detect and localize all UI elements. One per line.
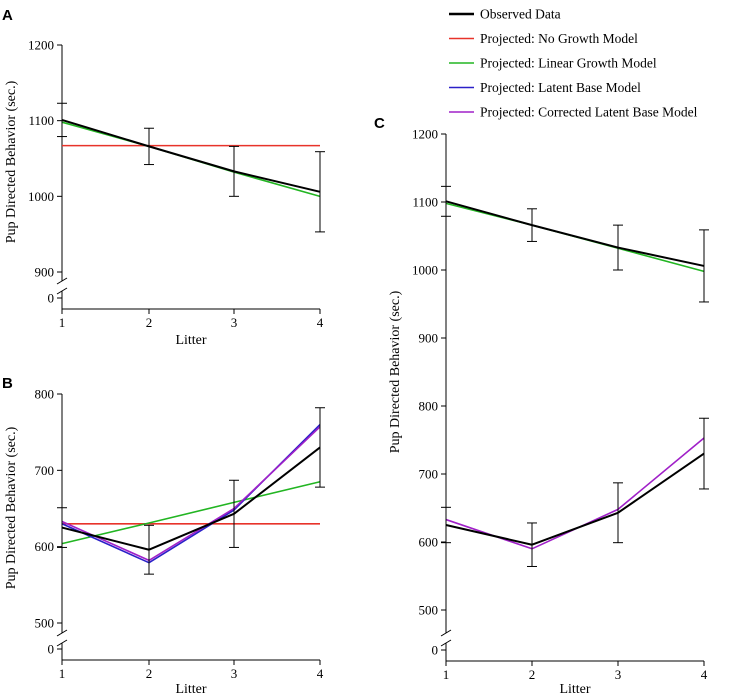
panel-letter-a: A [2, 7, 13, 24]
x-axis-label: Litter [175, 333, 206, 348]
panel-a-plot: 900 1000 1100 1200 01 2 3 4 Litter Pup Directed B… [4, 38, 325, 348]
series-line-corrected [445, 437, 705, 550]
error-bar [441, 506, 451, 544]
y-tick-label: 600 [35, 539, 55, 554]
y-tick-label: 800 [419, 399, 439, 414]
x-tick-label: 2 [529, 667, 536, 682]
error-bar [229, 145, 239, 197]
axis-break-mark [56, 277, 68, 285]
error-bar [144, 524, 154, 575]
x-tick-label: 2 [146, 666, 153, 681]
y-tick-label: 800 [35, 387, 55, 402]
y-tick-label: 1000 [28, 189, 54, 204]
y-tick-label: 1000 [412, 263, 438, 278]
y-tick-label: 1100 [28, 113, 54, 128]
error-bar [699, 417, 709, 490]
error-bar [699, 229, 709, 303]
x-axis-label: Litter [559, 682, 590, 697]
axis-break-mark [56, 629, 68, 637]
legend: Observed Data Projected: No Growth Model P… [449, 7, 698, 120]
y-tick-label-zero: 0 [432, 643, 439, 658]
legend-label-corrected: Projected: Corrected Latent Base Model [480, 105, 698, 120]
error-bar [527, 208, 537, 242]
error-bar [613, 482, 623, 544]
x-tick-label: 4 [317, 315, 324, 330]
legend-label-linear: Projected: Linear Growth Model [480, 56, 657, 71]
x-tick-label: 2 [146, 315, 153, 330]
y-axis-label: Pup Directed Behavior (sec.) [4, 426, 19, 589]
panel-b-plot: 500 600 700 800 01 2 3 4 Litter Pup Directed Beha… [4, 387, 325, 697]
legend-label-observed: Observed Data [480, 7, 561, 22]
error-bar [57, 102, 67, 138]
x-tick-label: 1 [59, 666, 66, 681]
panel-c-plot: 500 600 700 800 900 1000 1100 1200 01 2 3 4 Litter Pu… [388, 127, 709, 697]
error-bar [57, 507, 67, 548]
x-tick-label: 3 [615, 667, 622, 682]
legend-label-latent: Projected: Latent Base Model [480, 80, 641, 95]
series-line-observed [445, 452, 705, 546]
series-line-linear [61, 481, 321, 545]
y-tick-label: 900 [35, 265, 55, 280]
y-axis-label: Pup Directed Behavior (sec.) [388, 290, 403, 453]
x-tick-label: 1 [59, 315, 66, 330]
y-tick-label: 1100 [412, 195, 438, 210]
axis-break-mark [56, 287, 68, 295]
error-bar [229, 479, 239, 548]
series-line-observed [61, 118, 321, 193]
x-axis-label: Litter [175, 682, 206, 697]
x-tick-label: 3 [231, 666, 238, 681]
panel-letter-c: C [374, 115, 385, 132]
y-tick-label-zero: 0 [48, 642, 55, 657]
x-tick-label: 4 [317, 666, 324, 681]
x-tick-label: 1 [443, 667, 450, 682]
y-axis-label: Pup Directed Behavior (sec.) [4, 80, 19, 243]
panel-letter-b: B [2, 375, 13, 392]
y-tick-label: 1200 [28, 38, 54, 53]
y-tick-label: 500 [35, 616, 55, 631]
error-bar [144, 127, 154, 166]
y-tick-label: 500 [419, 603, 439, 618]
series-line-observed [61, 446, 321, 551]
error-bar [441, 185, 451, 217]
series-line-observed [445, 200, 705, 267]
y-tick-label-zero: 0 [48, 291, 55, 306]
series-line-corrected [61, 426, 321, 562]
series-line-latent [61, 423, 321, 564]
x-tick-label: 4 [701, 667, 708, 682]
y-tick-label: 700 [419, 467, 439, 482]
error-bar [315, 151, 325, 233]
legend-label-no_growth: Projected: No Growth Model [480, 31, 638, 46]
y-tick-label: 600 [419, 535, 439, 550]
axis-break-mark [440, 639, 452, 647]
axis-break-mark [440, 629, 452, 637]
y-tick-label: 900 [419, 331, 439, 346]
y-tick-label: 700 [35, 463, 55, 478]
error-bar [527, 522, 537, 567]
x-tick-label: 3 [231, 315, 238, 330]
y-tick-label: 1200 [412, 127, 438, 142]
error-bar [315, 407, 325, 488]
error-bar [613, 224, 623, 271]
axis-break-mark [56, 639, 68, 647]
